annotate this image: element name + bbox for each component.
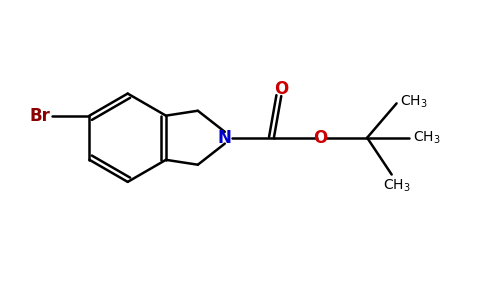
Text: CH$_3$: CH$_3$	[383, 177, 410, 194]
Text: CH$_3$: CH$_3$	[413, 130, 441, 146]
Text: CH$_3$: CH$_3$	[400, 93, 427, 110]
Text: Br: Br	[30, 106, 51, 124]
Text: O: O	[314, 129, 328, 147]
Text: O: O	[274, 80, 288, 98]
Text: N: N	[218, 129, 232, 147]
